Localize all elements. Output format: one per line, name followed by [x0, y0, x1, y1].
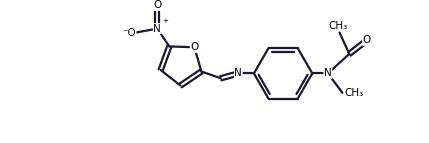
Text: ⁻O: ⁻O: [122, 28, 136, 38]
Text: N: N: [235, 68, 242, 78]
Text: N: N: [154, 24, 161, 34]
Text: CH₃: CH₃: [328, 21, 347, 31]
Text: +: +: [162, 18, 168, 24]
Text: O: O: [190, 42, 199, 52]
Text: O: O: [363, 35, 371, 45]
Text: O: O: [153, 0, 161, 10]
Text: N: N: [324, 68, 332, 78]
Text: CH₃: CH₃: [344, 88, 364, 98]
